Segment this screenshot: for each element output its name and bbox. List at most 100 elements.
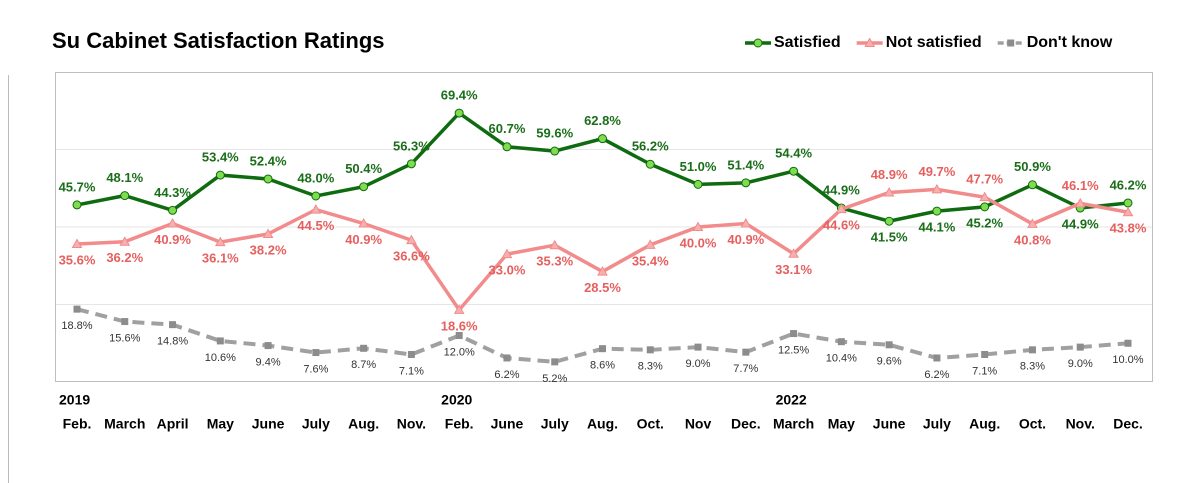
data-label: 44.9% bbox=[823, 182, 860, 197]
legend-label: Don't know bbox=[1027, 34, 1113, 51]
data-label: 7.1% bbox=[972, 365, 997, 377]
legend-label: Satisfied bbox=[774, 34, 841, 51]
data-label: 49.7% bbox=[918, 164, 955, 179]
point bbox=[215, 170, 225, 180]
x-tick-label: Feb. bbox=[445, 416, 474, 432]
data-label: 56.3% bbox=[393, 138, 430, 153]
data-label: 7.1% bbox=[399, 365, 424, 377]
point bbox=[406, 234, 417, 245]
point bbox=[599, 345, 606, 353]
data-label: 40.8% bbox=[1014, 232, 1051, 247]
point bbox=[885, 341, 893, 349]
data-label: 9.0% bbox=[686, 358, 711, 370]
point bbox=[263, 174, 273, 184]
data-label: 44.3% bbox=[154, 185, 191, 200]
point bbox=[597, 266, 608, 276]
point bbox=[406, 159, 416, 169]
x-tick-label: Dec. bbox=[1113, 416, 1143, 432]
data-label: 33.1% bbox=[775, 262, 812, 277]
data-label: 7.6% bbox=[303, 363, 328, 375]
point bbox=[980, 202, 990, 212]
x-tick-label: Nov bbox=[685, 416, 712, 432]
data-label: 40.9% bbox=[154, 232, 191, 247]
legend-label: Not satisfied bbox=[886, 34, 982, 51]
point bbox=[549, 239, 561, 250]
data-label: 36.1% bbox=[202, 251, 239, 266]
data-label: 8.3% bbox=[1020, 361, 1045, 373]
data-label: 8.6% bbox=[590, 360, 615, 372]
x-tick-label: Oct. bbox=[637, 416, 664, 432]
point bbox=[312, 349, 320, 357]
data-label: 12.5% bbox=[778, 344, 809, 356]
data-label: 40.0% bbox=[680, 235, 717, 250]
data-label: 45.7% bbox=[59, 179, 96, 194]
data-label: 15.6% bbox=[109, 332, 140, 344]
point bbox=[359, 182, 369, 192]
data-label: 56.2% bbox=[632, 139, 669, 154]
data-label: 36.2% bbox=[106, 250, 143, 265]
point bbox=[360, 344, 368, 352]
data-label: 51.4% bbox=[727, 157, 764, 172]
point bbox=[503, 354, 511, 362]
data-label: 53.4% bbox=[202, 150, 239, 165]
x-tick-label: April bbox=[157, 416, 189, 432]
point bbox=[1027, 180, 1037, 190]
point bbox=[644, 239, 656, 249]
year-label: 2022 bbox=[776, 392, 807, 408]
data-label: 35.4% bbox=[632, 253, 669, 268]
point bbox=[1124, 339, 1132, 347]
data-label: 43.8% bbox=[1110, 221, 1147, 236]
point bbox=[216, 337, 224, 345]
x-tick-label: Aug. bbox=[587, 416, 618, 432]
x-tick-label: June bbox=[873, 416, 906, 432]
point bbox=[883, 186, 895, 197]
x-tick-label: July bbox=[541, 416, 569, 432]
point bbox=[1028, 346, 1036, 354]
point bbox=[168, 205, 178, 215]
x-tick-label: Nov. bbox=[1066, 416, 1095, 432]
x-tick-label: June bbox=[491, 416, 524, 432]
point bbox=[121, 318, 129, 326]
data-label: 8.3% bbox=[638, 361, 663, 373]
point bbox=[550, 146, 560, 156]
data-label: 46.1% bbox=[1062, 178, 1099, 193]
data-label: 40.9% bbox=[345, 232, 382, 247]
point bbox=[740, 217, 752, 228]
x-tick-label: Aug. bbox=[969, 416, 1000, 432]
data-label: 9.4% bbox=[256, 356, 281, 368]
point bbox=[1076, 343, 1084, 351]
x-tick-label: March bbox=[104, 416, 145, 432]
data-label: 33.0% bbox=[489, 263, 526, 278]
point bbox=[407, 350, 415, 358]
data-label: 44.5% bbox=[297, 218, 334, 233]
data-label: 7.7% bbox=[733, 363, 758, 375]
x-tick-label: July bbox=[923, 416, 951, 432]
x-tick-label: May bbox=[828, 416, 855, 432]
data-label: 60.7% bbox=[489, 121, 526, 136]
x-tick-label: July bbox=[302, 416, 330, 432]
x-tick-label: Aug. bbox=[348, 416, 379, 432]
data-label: 9.6% bbox=[877, 356, 902, 368]
point bbox=[790, 330, 798, 338]
chart-title: Su Cabinet Satisfaction Ratings bbox=[52, 28, 385, 53]
data-label: 8.7% bbox=[351, 359, 376, 371]
data-label: 51.0% bbox=[680, 159, 717, 174]
point bbox=[502, 142, 512, 152]
data-label: 10.0% bbox=[1112, 354, 1143, 366]
data-label: 38.2% bbox=[250, 242, 287, 257]
data-label: 28.5% bbox=[584, 280, 621, 295]
point bbox=[789, 166, 799, 176]
x-tick-label: Dec. bbox=[731, 416, 761, 432]
point bbox=[119, 236, 131, 246]
point bbox=[454, 108, 464, 118]
point bbox=[1027, 218, 1038, 228]
point bbox=[453, 304, 465, 314]
point bbox=[311, 191, 321, 201]
data-label: 6.2% bbox=[494, 369, 519, 381]
data-label: 48.0% bbox=[297, 170, 334, 185]
data-label: 45.2% bbox=[966, 215, 1003, 230]
point bbox=[693, 179, 703, 189]
point bbox=[742, 348, 750, 356]
point bbox=[310, 204, 322, 214]
